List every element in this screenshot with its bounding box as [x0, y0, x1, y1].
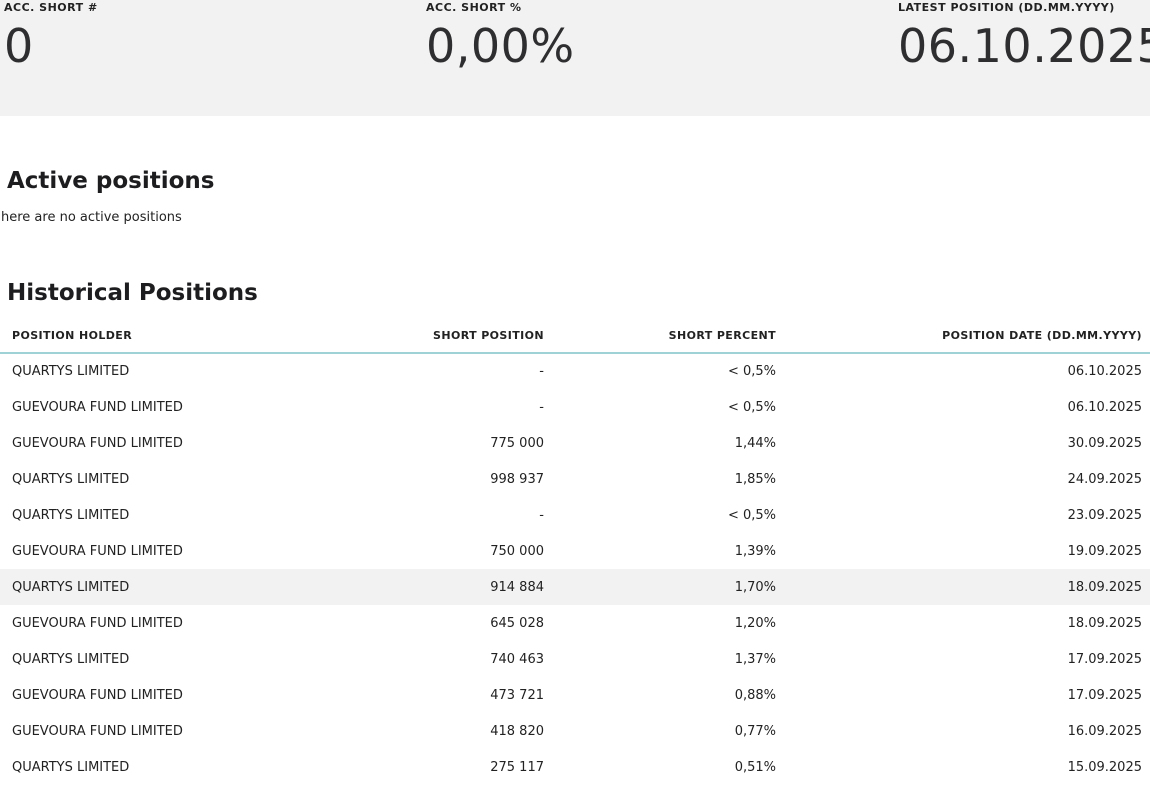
table-row: QUARTYS LIMITED - < 0,5% 23.09.2025	[0, 497, 1150, 533]
position-date-cell: 24.09.2025	[1067, 471, 1142, 487]
short-position-cell: -	[539, 507, 544, 523]
position-date-cell: 15.09.2025	[1067, 759, 1142, 775]
short-percent-cell: 1,44%	[734, 435, 776, 451]
table-row: GUEVOURA FUND LIMITED 775 000 1,44% 30.0…	[0, 425, 1150, 461]
position-holder-cell: QUARTYS LIMITED	[12, 651, 130, 667]
column-header-short-percent[interactable]: SHORT PERCENT	[552, 318, 784, 354]
position-holder-cell: GUEVOURA FUND LIMITED	[12, 399, 183, 415]
short-position-cell: 645 028	[490, 615, 544, 631]
short-position-cell: 275 117	[490, 759, 544, 775]
short-percent-cell: < 0,5%	[727, 364, 776, 379]
short-percent-cell: 1,70%	[552, 569, 784, 605]
short-position-cell: -	[539, 399, 544, 415]
position-date-cell: 17.09.2025	[1067, 687, 1142, 703]
table-header-row: POSITION HOLDER SHORT POSITION SHORT PER…	[0, 318, 1150, 354]
summary-panel: ACC. SHORT # 0 ACC. SHORT % 0,00% LATEST…	[0, 0, 1150, 116]
table-row: QUARTYS LIMITED 740 463 1,37% 17.09.2025	[0, 641, 1150, 677]
table-row: QUARTYS LIMITED - < 0,5% 06.10.2025	[0, 353, 1150, 389]
active-positions-title: Active positions	[7, 168, 215, 194]
position-holder-cell: GUEVOURA FUND LIMITED	[12, 543, 183, 559]
position-date-cell: 18.09.2025	[784, 569, 1150, 605]
position-date-cell: 18.09.2025	[1067, 615, 1142, 631]
position-holder-cell: GUEVOURA FUND LIMITED	[12, 687, 183, 703]
table-row: GUEVOURA FUND LIMITED 473 721 0,88% 17.0…	[0, 677, 1150, 713]
short-percent-cell: 0,51%	[734, 759, 776, 775]
table-row: GUEVOURA FUND LIMITED 750 000 1,39% 19.0…	[0, 533, 1150, 569]
latest-position-value: 06.10.2025	[898, 19, 1150, 73]
short-percent-cell: 1,20%	[734, 615, 776, 631]
position-holder-cell: QUARTYS LIMITED	[12, 364, 130, 379]
table-row: GUEVOURA FUND LIMITED 645 028 1,20% 18.0…	[0, 605, 1150, 641]
position-holder-cell: GUEVOURA FUND LIMITED	[12, 615, 183, 631]
short-percent-cell: < 0,5%	[727, 399, 776, 415]
acc-short-pct-value: 0,00%	[426, 19, 575, 73]
table-row: QUARTYS LIMITED 998 937 1,85% 24.09.2025	[0, 461, 1150, 497]
position-holder-cell: GUEVOURA FUND LIMITED	[12, 723, 183, 739]
short-position-cell: 418 820	[490, 723, 544, 739]
position-date-cell: 30.09.2025	[1067, 435, 1142, 451]
short-percent-cell: 1,39%	[734, 543, 776, 559]
short-position-cell: 740 463	[490, 651, 544, 667]
acc-short-pct-stat: ACC. SHORT % 0,00%	[426, 0, 575, 76]
short-position-cell: 998 937	[490, 471, 544, 487]
short-percent-cell: 1,37%	[734, 651, 776, 667]
short-position-cell: 775 000	[490, 435, 544, 451]
position-holder-cell: QUARTYS LIMITED	[12, 759, 130, 775]
table-row: GUEVOURA FUND LIMITED 418 820 0,77% 16.0…	[0, 713, 1150, 749]
position-holder-cell: GUEVOURA FUND LIMITED	[12, 435, 183, 451]
table-row: QUARTYS LIMITED 275 117 0,51% 15.09.2025	[0, 749, 1150, 785]
short-percent-cell: < 0,5%	[727, 507, 776, 523]
position-date-cell: 23.09.2025	[1067, 507, 1142, 523]
latest-position-stat: LATEST POSITION (DD.MM.YYYY) 06.10.2025	[898, 0, 1150, 76]
acc-short-pct-label: ACC. SHORT %	[426, 1, 522, 14]
short-percent-cell: 0,77%	[734, 723, 776, 739]
position-holder-cell: QUARTYS LIMITED	[12, 471, 130, 487]
position-holder-cell: QUARTYS LIMITED	[0, 569, 340, 605]
position-date-cell: 06.10.2025	[1067, 399, 1142, 415]
latest-position-label: LATEST POSITION (DD.MM.YYYY)	[898, 1, 1115, 14]
column-header-position-date[interactable]: POSITION DATE (DD.MM.YYYY)	[784, 318, 1150, 354]
short-percent-cell: 1,85%	[734, 471, 776, 487]
short-position-cell: 473 721	[490, 687, 544, 703]
column-header-position-holder[interactable]: POSITION HOLDER	[0, 318, 340, 354]
historical-positions-table: POSITION HOLDER SHORT POSITION SHORT PER…	[0, 318, 1150, 785]
table-row: GUEVOURA FUND LIMITED - < 0,5% 06.10.202…	[0, 389, 1150, 425]
short-position-cell: -	[539, 364, 544, 379]
acc-short-count-stat: ACC. SHORT # 0	[4, 0, 98, 76]
table-row-hovered: QUARTYS LIMITED 914 884 1,70% 18.09.2025	[0, 569, 1150, 605]
acc-short-count-value: 0	[4, 19, 34, 73]
active-positions-empty-text: here are no active positions	[1, 210, 182, 225]
position-date-cell: 17.09.2025	[1067, 651, 1142, 667]
column-header-short-position[interactable]: SHORT POSITION	[340, 318, 552, 354]
historical-positions-title: Historical Positions	[7, 280, 258, 306]
short-position-cell: 750 000	[490, 543, 544, 559]
position-date-cell: 16.09.2025	[1067, 723, 1142, 739]
short-percent-cell: 0,88%	[734, 687, 776, 703]
position-date-cell: 06.10.2025	[1067, 364, 1142, 379]
acc-short-count-label: ACC. SHORT #	[4, 1, 98, 14]
position-date-cell: 19.09.2025	[1067, 543, 1142, 559]
short-position-cell: 914 884	[340, 569, 552, 605]
position-holder-cell: QUARTYS LIMITED	[12, 507, 130, 523]
